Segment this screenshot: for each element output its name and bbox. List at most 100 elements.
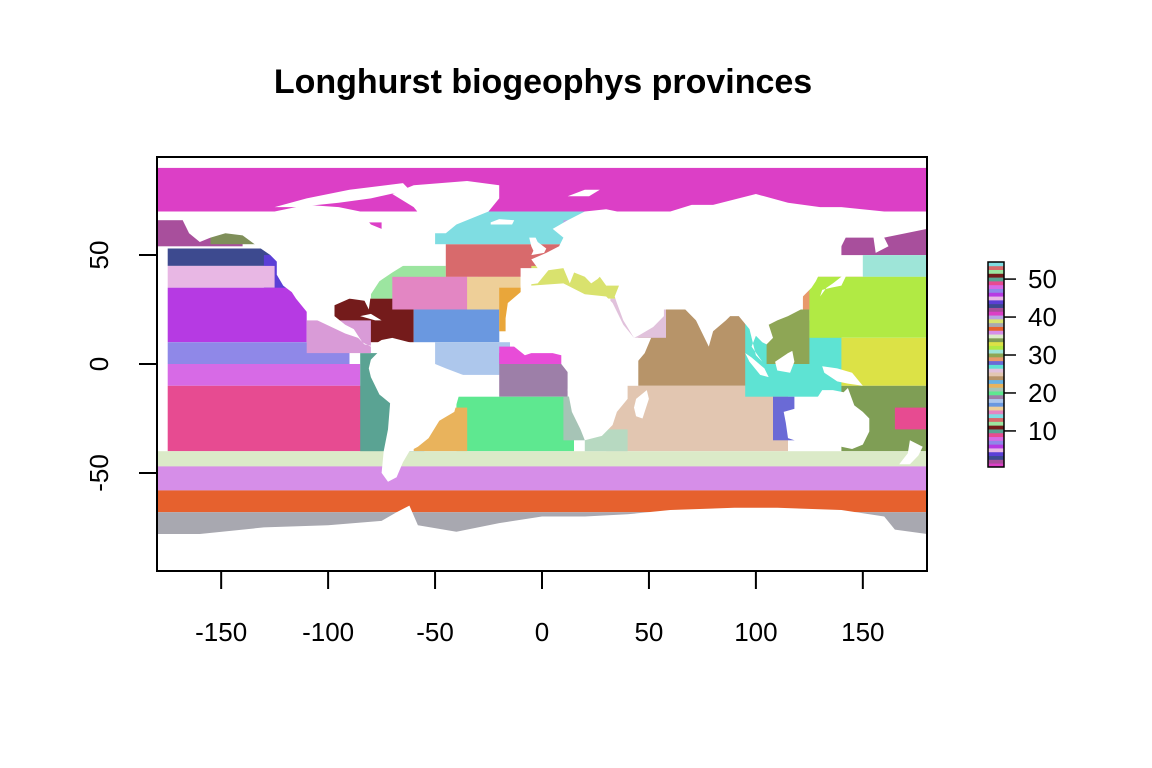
colorbar-swatch bbox=[988, 334, 1004, 339]
landmass-britain bbox=[529, 237, 547, 256]
landmass-new-zealand bbox=[899, 440, 923, 465]
landmass-eurasia bbox=[520, 194, 927, 362]
colorbar-swatch bbox=[988, 402, 1004, 407]
colorbar-swatch bbox=[988, 451, 1004, 457]
landmass-new-guinea bbox=[822, 366, 863, 386]
landmass-iceland bbox=[490, 219, 515, 225]
colorbar-tick-label: 20 bbox=[1028, 378, 1057, 408]
province-north-atlantic-subtropical-west bbox=[392, 276, 478, 310]
colorbar-tick-label: 10 bbox=[1028, 416, 1057, 446]
colorbar-swatch bbox=[988, 341, 1004, 346]
province-subtropical-convergence bbox=[157, 451, 927, 467]
colorbar-swatch bbox=[988, 307, 1004, 312]
landmass-japan bbox=[820, 265, 853, 297]
landmass-borneo bbox=[775, 350, 795, 373]
colorbar-swatch bbox=[988, 459, 1004, 464]
colorbar-swatch bbox=[988, 372, 1004, 377]
colorbar-swatch bbox=[988, 296, 1004, 301]
x-tick-label: -100 bbox=[302, 617, 354, 647]
colorbar-swatch bbox=[988, 413, 1004, 419]
x-tick-label: -150 bbox=[195, 617, 247, 647]
colorbar-swatch bbox=[988, 288, 1004, 293]
province-south-atlantic-gyre bbox=[456, 396, 574, 452]
colorbar-swatch bbox=[988, 463, 1004, 468]
province-north-pacific-transition bbox=[167, 265, 275, 288]
colorbar-swatch bbox=[988, 448, 1004, 453]
colorbar-swatch bbox=[988, 432, 1004, 438]
colorbar-swatch bbox=[988, 262, 1004, 267]
y-tick-label: 0 bbox=[84, 357, 114, 371]
colorbar-swatch bbox=[988, 429, 1004, 434]
province-pacific-equatorial-divergence bbox=[167, 342, 350, 364]
colorbar-swatch bbox=[988, 375, 1004, 381]
colorbar-swatch bbox=[988, 265, 1004, 270]
colorbar-swatch bbox=[988, 311, 1004, 316]
colorbar-swatch bbox=[988, 425, 1004, 430]
x-tick-label: 150 bbox=[841, 617, 884, 647]
y-axis: -50 0 50 bbox=[84, 241, 158, 492]
colorbar-swatch bbox=[988, 398, 1004, 403]
colorbar-swatch bbox=[988, 315, 1004, 320]
landmass-antarctica bbox=[157, 505, 927, 561]
colorbar-swatch bbox=[988, 318, 1004, 324]
landmass-greenland bbox=[392, 181, 500, 234]
colorbar-swatch bbox=[988, 421, 1004, 426]
y-tick-label: 50 bbox=[84, 241, 114, 270]
landmass-sumatra bbox=[745, 353, 769, 378]
colorbar-swatch bbox=[988, 368, 1004, 373]
province-arctic bbox=[157, 167, 927, 212]
province-north-pacific-tropical-gyre-west bbox=[809, 276, 927, 338]
continents bbox=[157, 181, 927, 561]
chart-title: Longhurst biogeophys provinces bbox=[274, 63, 812, 101]
province-south-pacific-equatorial bbox=[167, 364, 361, 386]
colorbar-swatch bbox=[988, 391, 1004, 396]
province-north-pacific-tropical-gyre bbox=[167, 287, 307, 343]
x-tick-label: -50 bbox=[416, 617, 454, 647]
y-tick-label: -50 bbox=[84, 454, 114, 492]
colorbar-tick-label: 30 bbox=[1028, 340, 1057, 370]
colorbar-swatch bbox=[988, 379, 1004, 384]
colorbar-tick-label: 50 bbox=[1028, 264, 1057, 294]
colorbar-swatch bbox=[988, 440, 1004, 445]
colorbar-swatch bbox=[988, 383, 1004, 388]
province-south-pacific-gyre bbox=[167, 385, 382, 452]
colorbar-swatch bbox=[988, 303, 1004, 308]
colorbar-swatch bbox=[988, 364, 1004, 369]
x-tick-label: 100 bbox=[734, 617, 777, 647]
landmass-madagascar bbox=[634, 390, 649, 419]
province-north-atlantic-tropical-gyre bbox=[413, 309, 500, 343]
colorbar-swatch bbox=[988, 269, 1004, 274]
colorbar-swatch bbox=[988, 455, 1004, 460]
colorbar-legend: 10 20 30 40 50 bbox=[987, 261, 1057, 468]
colorbar-tick-label: 40 bbox=[1028, 302, 1057, 332]
province-north-pacific-epicontinental bbox=[862, 255, 927, 277]
colorbar-swatch bbox=[988, 284, 1004, 289]
colorbar-swatch bbox=[988, 337, 1004, 343]
colorbar-swatch bbox=[988, 444, 1004, 449]
landmass-africa bbox=[505, 283, 652, 441]
landmass-canadian-arctic bbox=[274, 183, 410, 208]
province-pacific-subarctic-gyre bbox=[167, 248, 275, 266]
colorbar-frame bbox=[987, 261, 1005, 468]
colorbar-swatch bbox=[988, 410, 1004, 415]
colorbar-swatch bbox=[988, 356, 1004, 362]
province-tasman-nz bbox=[894, 407, 927, 430]
province-subantarctic bbox=[157, 466, 927, 491]
colorbar-swatch bbox=[988, 299, 1004, 305]
colorbar-swatch bbox=[988, 322, 1004, 327]
x-axis: -150 -100 -50 0 50 100 150 bbox=[195, 570, 885, 647]
colorbar-swatch bbox=[988, 330, 1004, 335]
colorbar-swatch bbox=[988, 326, 1004, 331]
colorbar-swatch bbox=[988, 292, 1004, 297]
colorbar-swatch bbox=[988, 394, 1004, 400]
landmass-north-america bbox=[182, 204, 425, 347]
colorbar-swatch bbox=[988, 280, 1004, 286]
province-antarctic bbox=[157, 490, 927, 513]
landmass-svalbard bbox=[567, 189, 600, 197]
landmass-south-america bbox=[368, 337, 468, 482]
x-tick-label: 0 bbox=[535, 617, 549, 647]
colorbar-swatch bbox=[988, 417, 1004, 422]
colorbar-swatch bbox=[988, 360, 1004, 365]
x-tick-label: 50 bbox=[634, 617, 663, 647]
